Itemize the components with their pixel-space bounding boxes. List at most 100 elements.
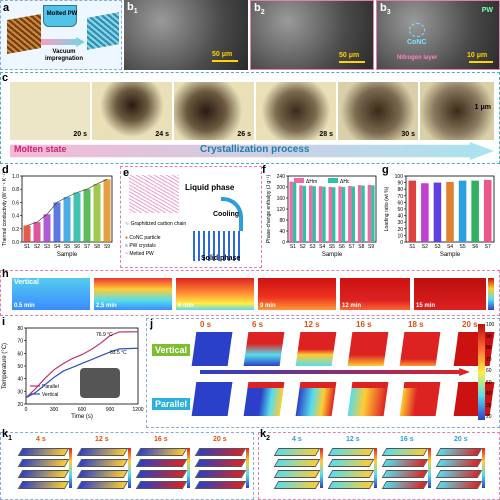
layer-slab <box>435 481 483 489</box>
bar <box>332 187 336 242</box>
layer-slab <box>76 470 129 478</box>
trend-line <box>26 179 108 226</box>
layer-slab <box>273 459 321 467</box>
bar <box>361 185 365 242</box>
layer-slab <box>327 448 375 456</box>
bar <box>312 186 316 242</box>
bar <box>471 180 479 242</box>
x-tick-label: S9 <box>104 244 110 250</box>
y-tick-label: 0.2 <box>12 227 19 233</box>
colorbar-ticks: 100 90 80 70 60 50 40 30 20 <box>486 322 500 422</box>
time-arrow <box>200 368 470 376</box>
simulation-cube <box>399 332 441 366</box>
layer-slab <box>194 481 247 489</box>
legend-label: Parallel <box>42 384 59 390</box>
panel-label-j: j <box>150 318 154 330</box>
x-tick-label: S5 <box>329 244 335 250</box>
colorbar-tick: 90 <box>486 333 492 340</box>
layer-slab <box>273 448 321 456</box>
mini-colorbar <box>374 448 377 488</box>
series-line <box>25 331 139 399</box>
panel-b3-sem: b3 PW CoNC Nitrogen layer 10 μm <box>376 0 500 70</box>
layer-slab <box>194 470 247 478</box>
simulation-grid: 0 s 6 s 12 s 16 s 18 s 20 s <box>146 318 500 428</box>
mini-colorbar <box>482 448 485 488</box>
y-tick-label: 80 <box>279 218 285 224</box>
crystal-frame-3: 26 s <box>174 82 254 140</box>
x-tick-label: S7 <box>348 244 354 250</box>
x-axis-label: Sample <box>440 252 461 258</box>
x-tick-label: 600 <box>78 407 87 413</box>
simulation-cube <box>399 382 441 416</box>
y-axis-label: Temperature (°C) <box>2 343 8 389</box>
time-label: 4 s <box>36 436 46 443</box>
x-tick-label: S9 <box>368 244 374 250</box>
y-tick-label: 80 <box>17 326 23 332</box>
porous-scaffold <box>7 14 41 54</box>
bar <box>103 179 111 242</box>
x-tick-label: S4 <box>319 244 325 250</box>
x-tick-label: S6 <box>74 244 80 250</box>
crystal-frame-2: 24 s <box>92 82 172 140</box>
time-label: 20 s <box>454 436 468 443</box>
scale-label: 10 μm <box>467 52 488 59</box>
y-tick-label: 80 <box>397 187 403 193</box>
thermal-map-6: 15 min <box>414 278 486 310</box>
composite-block <box>87 12 119 50</box>
temperature-chart: 20 30 40 50 60 70 80 Time (s) Temperature (°C) 0 3… <box>2 326 144 420</box>
x-tick-label: S7 <box>84 244 90 250</box>
panel-label-b3: b3 <box>380 2 391 17</box>
y-axis-label: Thermal conductivity (W m⁻¹ K⁻¹) <box>2 172 8 247</box>
bar <box>483 179 492 242</box>
crystallization-arrow <box>10 142 494 160</box>
thermal-map-4: 9 min <box>258 278 336 310</box>
bar <box>309 185 313 242</box>
panel-label-a: a <box>3 2 10 14</box>
y-tick-label: 10 <box>397 233 403 239</box>
bar <box>43 214 51 242</box>
y-tick-label: 0 <box>282 240 285 246</box>
colorbar-tick: 80 <box>486 345 492 351</box>
y-axis-label: Phase-change enthalpy (J g⁻¹) <box>266 175 272 244</box>
y-tick-label: 240 <box>277 174 286 180</box>
colorbar-tick: 40 <box>486 391 492 397</box>
crystallization-label: Crystallization process <box>200 144 310 155</box>
bar <box>328 187 332 242</box>
layer-slab <box>17 459 70 467</box>
molted-pw-beaker <box>43 5 77 27</box>
x-tick-label: S6 <box>339 244 345 250</box>
layer-slab <box>135 448 188 456</box>
colorbar-tick: 50 <box>486 379 492 386</box>
layer-slab <box>435 470 483 478</box>
panel-e: e Liquid phase Cooling Solid phase ∿ Gra… <box>120 166 262 268</box>
layer-slab <box>327 481 375 489</box>
time-label: 4 s <box>292 436 302 443</box>
x-tick-label: S6 <box>472 244 478 250</box>
x-axis-label: Sample <box>322 252 343 258</box>
legend-swatch <box>328 178 338 183</box>
annotation-parallel: 76.9 °C <box>96 332 113 338</box>
layer-slab <box>76 481 129 489</box>
layer-slab <box>435 448 483 456</box>
bar <box>421 183 429 242</box>
y-tick-label: 1.0 <box>12 174 19 180</box>
y-tick-label: 0.0 <box>12 240 19 246</box>
y-tick-label: 40 <box>397 214 403 220</box>
y-tick-label: 0.6 <box>12 200 19 206</box>
x-tick-label: S1 <box>290 244 296 250</box>
bar <box>458 180 467 242</box>
panel-label-f: f <box>262 164 266 176</box>
x-tick-label: S1 <box>24 244 30 250</box>
x-tick-label: S8 <box>94 244 100 250</box>
thermal-conductivity-chart: 0.0 0.2 0.4 0.6 0.8 1.0 Sample Thermal conducti… <box>2 172 113 258</box>
layer-slab <box>17 481 70 489</box>
bar <box>33 222 41 242</box>
y-axis-label: Loading ratio (wt %) <box>384 186 390 231</box>
thermal-map-5: 12 min <box>340 278 410 310</box>
crystal-frame-5: 30 s <box>338 82 418 140</box>
x-tick-label: S2 <box>422 244 428 250</box>
bar <box>446 181 454 242</box>
mini-colorbar <box>69 448 72 488</box>
y-tick-label: 30 <box>17 389 23 395</box>
bar <box>433 182 442 242</box>
